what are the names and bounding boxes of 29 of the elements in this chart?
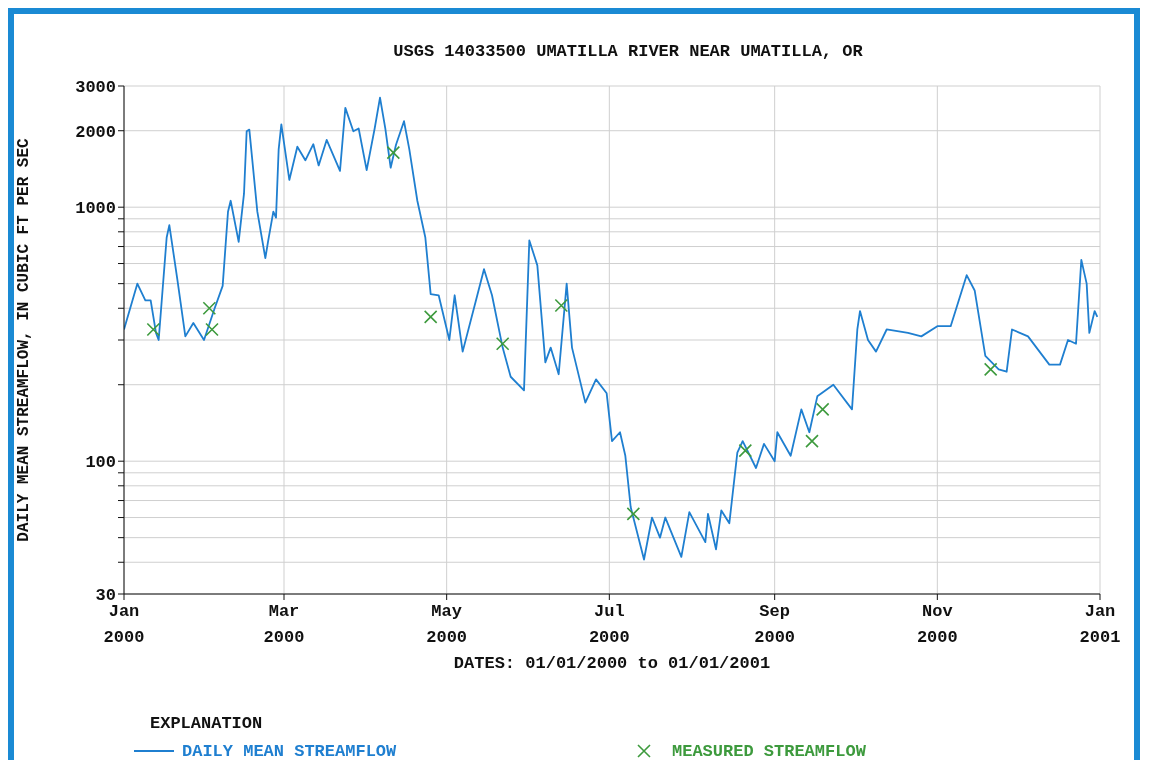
y-tick-label: 3000 — [75, 78, 116, 98]
point — [805, 434, 819, 448]
x-tick-label: Sep 2000 — [754, 602, 796, 647]
point — [626, 507, 641, 521]
y-tick-label: 2000 — [75, 122, 116, 142]
chart-title: USGS 14033500 UMATILLA RIVER NEAR UMATILLA, OR — [392, 42, 864, 61]
x-tick-label: May 2000 — [426, 602, 468, 647]
point — [146, 322, 161, 337]
legend-label: MEASURED STREAMFLOW — [672, 741, 866, 761]
point — [738, 443, 753, 458]
x-tick-label: Jan 2001 — [1079, 602, 1121, 647]
point — [815, 402, 830, 417]
y-tick-label: 100 — [85, 453, 116, 473]
x-tick-label: Nov 2000 — [916, 602, 958, 647]
x-tick-label: Jul 2000 — [588, 602, 630, 647]
legend-title: EXPLANATION — [150, 714, 264, 733]
x-axis-title: DATES: 01/01/2000 to 01/01/2001 — [453, 654, 771, 674]
point — [554, 298, 569, 313]
x-tick-label: Mar 2000 — [263, 602, 305, 647]
y-axis-title: DAILY MEAN STREAMFLOW, IN CUBIC FT PER SEC — [14, 137, 33, 542]
legend-label: DAILY MEAN STREAMFLOW — [182, 741, 397, 761]
line-series — [124, 96, 1099, 561]
y-tick-label: 1000 — [75, 199, 116, 219]
point — [423, 310, 438, 324]
point — [983, 362, 998, 377]
point — [202, 301, 217, 316]
point — [386, 145, 401, 160]
point — [205, 322, 219, 337]
point — [495, 336, 510, 351]
